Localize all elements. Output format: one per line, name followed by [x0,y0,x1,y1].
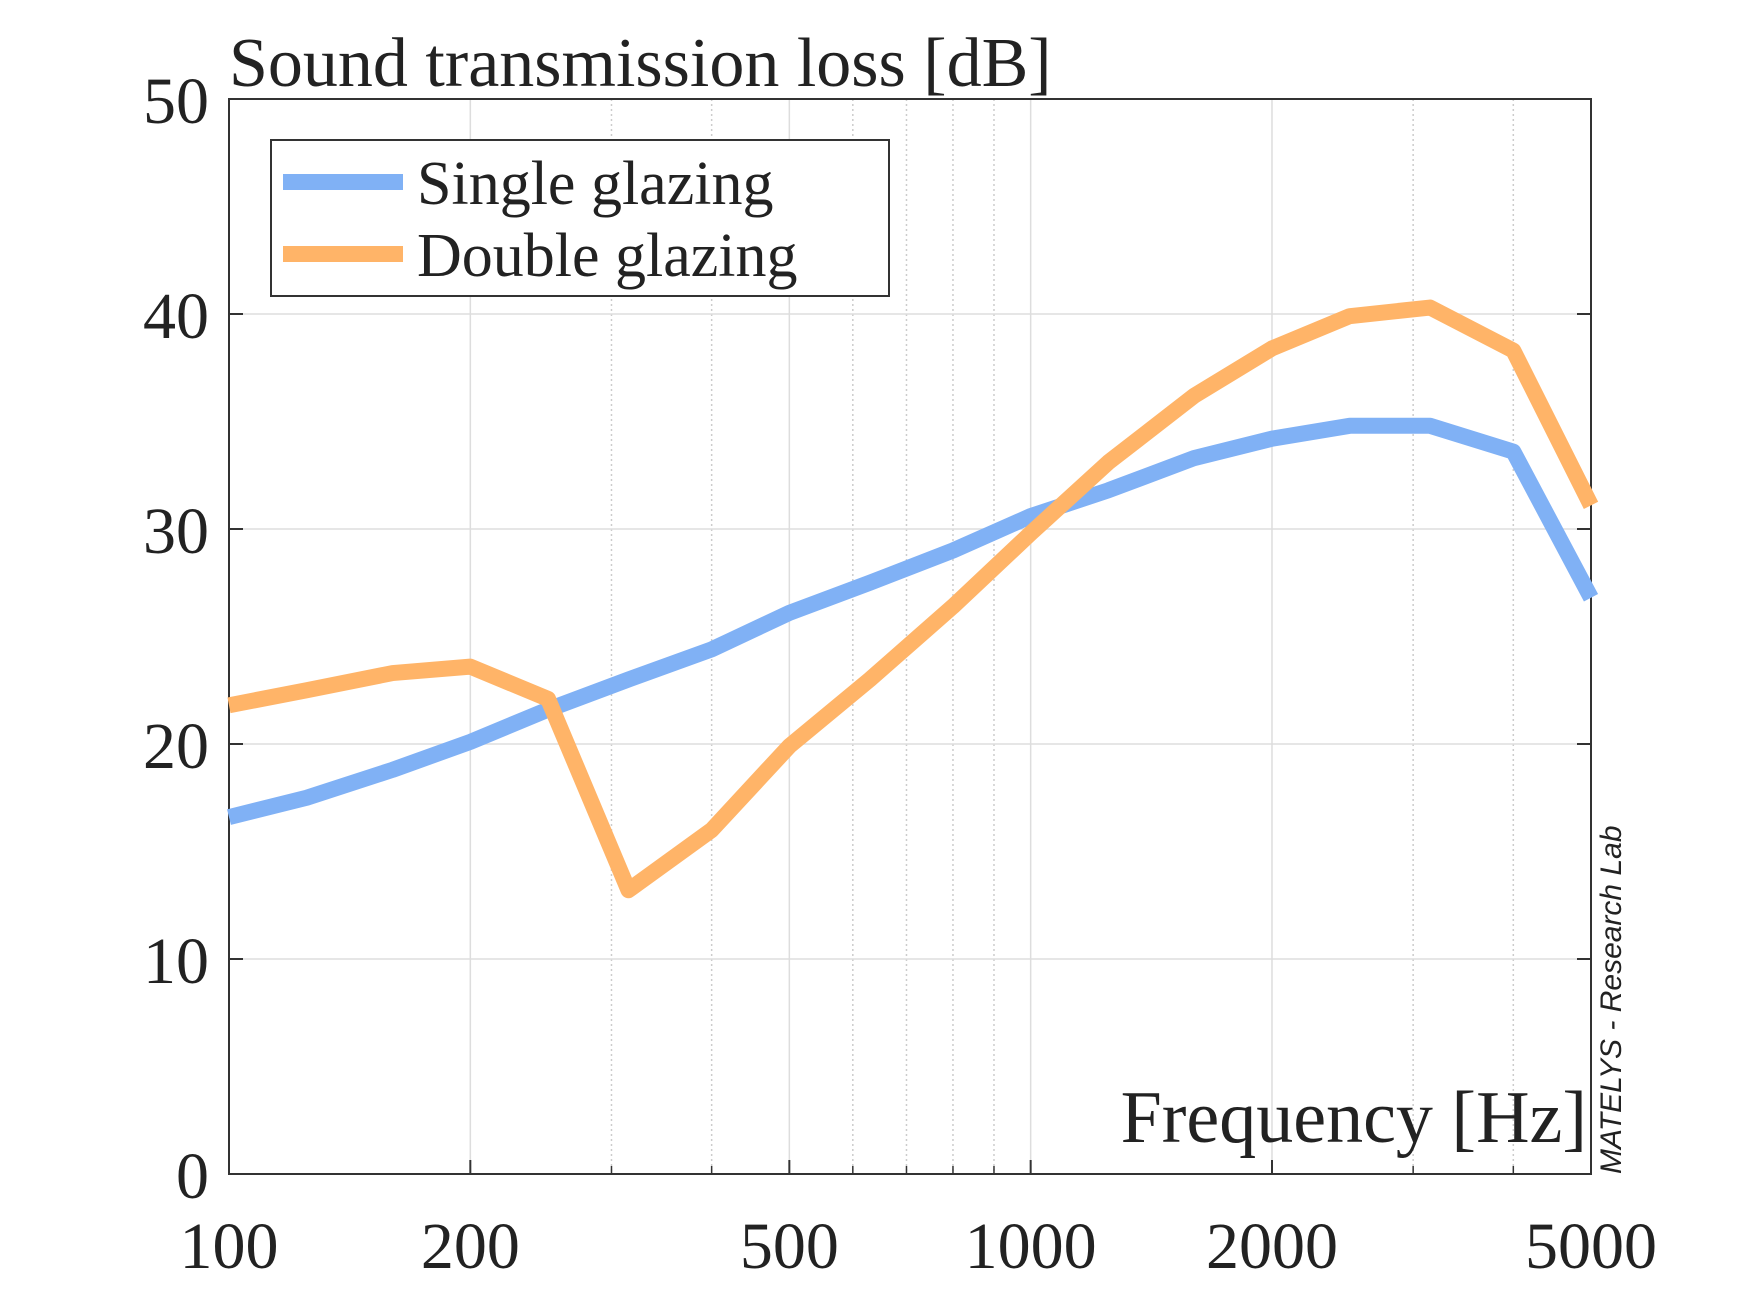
y-tick-label: 10 [143,925,209,998]
y-tick-label: 20 [143,710,209,783]
legend-label: Single glazing [417,150,773,218]
legend-box [270,139,890,297]
y-tick-label: 50 [143,65,209,138]
chart-title: Sound transmission loss [dB] [229,25,1052,102]
series-line [227,299,1599,899]
y-tick-label: 0 [176,1140,209,1213]
y-tick-label: 30 [143,495,209,568]
x-axis-label: Frequency [Hz] [1121,1077,1587,1159]
plot-frame [228,98,1592,1175]
x-tick-label: 500 [740,1210,839,1283]
x-tick-label: 200 [421,1210,520,1283]
x-tick-label: 1000 [965,1210,1097,1283]
x-tick-label: 100 [180,1210,279,1283]
legend-label: Double glazing [417,222,798,290]
y-tick-label: 40 [143,280,209,353]
x-tick-label: 5000 [1525,1210,1657,1283]
series-line [227,417,1599,825]
x-tick-label: 2000 [1206,1210,1338,1283]
annotation: MATELYS - Research Lab [1595,825,1628,1174]
